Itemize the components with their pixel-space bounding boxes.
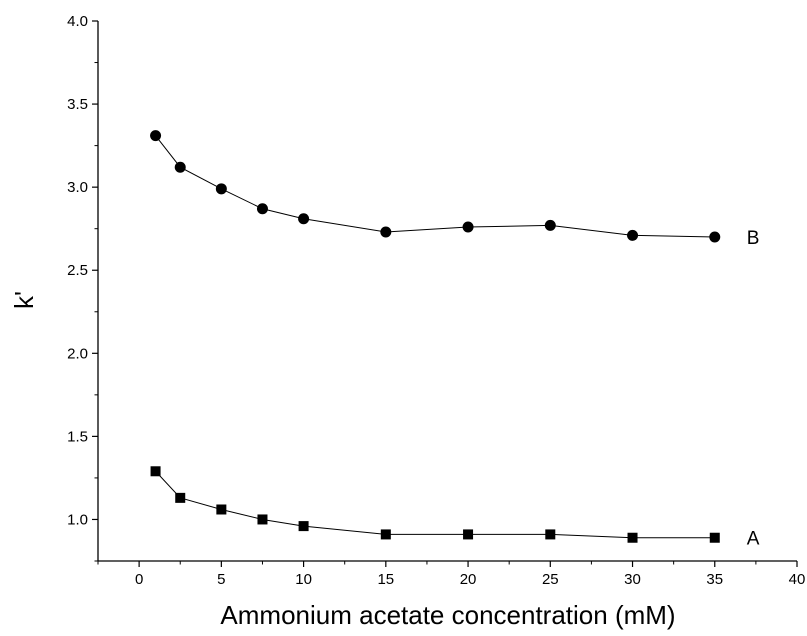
- series-a-point: [545, 529, 556, 540]
- axes: 0 5 10 15 20 25 30 35 40 1.0 1.5 2.0 2.5 3.0 3.5 4.0: [67, 13, 805, 588]
- x-tick-label: 25: [542, 571, 559, 588]
- series-a-point: [709, 532, 720, 543]
- series-a-label: A: [747, 529, 760, 550]
- x-tick-label: 15: [377, 571, 394, 588]
- x-tick-label: 40: [789, 571, 806, 588]
- x-axis-title: Ammonium acetate concentration (mM): [220, 600, 675, 630]
- series-a-point: [627, 532, 638, 543]
- y-tick-label: 1.5: [67, 428, 88, 445]
- series-b-point: [462, 221, 474, 233]
- x-tick-label: 35: [706, 571, 723, 588]
- x-tick-label: 20: [460, 571, 477, 588]
- x-tick-label: 30: [624, 571, 641, 588]
- series-b-point: [215, 183, 227, 195]
- series-b-point: [174, 161, 186, 173]
- series-b-point: [256, 203, 268, 215]
- series-a-point: [298, 521, 309, 532]
- series-b-point: [544, 219, 556, 231]
- y-tick-label: 2.0: [67, 345, 88, 362]
- series-b-point: [709, 231, 721, 243]
- series-a-point: [216, 504, 227, 515]
- x-tick-label: 0: [135, 571, 143, 588]
- series-b-point: [298, 213, 310, 225]
- series-a-point: [150, 466, 161, 477]
- series-b-line: [155, 135, 715, 238]
- y-tick-label: 3.0: [67, 179, 88, 196]
- x-tick-label: 5: [217, 571, 225, 588]
- y-tick-label: 3.5: [67, 96, 88, 113]
- series-a-point: [175, 492, 186, 503]
- series-b-point: [150, 130, 162, 142]
- series-b-label: B: [747, 228, 760, 249]
- series-a-line: [155, 470, 715, 539]
- series-a-point: [257, 514, 268, 525]
- y-tick-label: 2.5: [67, 262, 88, 279]
- y-axis-title: k': [9, 291, 39, 309]
- series-layer: AB: [150, 130, 760, 550]
- series-b-point: [380, 226, 392, 238]
- x-tick-label: 10: [295, 571, 312, 588]
- series-a-point: [463, 529, 474, 540]
- y-tick-label: 4.0: [67, 13, 88, 30]
- series-b-point: [627, 229, 639, 241]
- y-tick-label: 1.0: [67, 511, 88, 528]
- series-a-point: [380, 529, 391, 540]
